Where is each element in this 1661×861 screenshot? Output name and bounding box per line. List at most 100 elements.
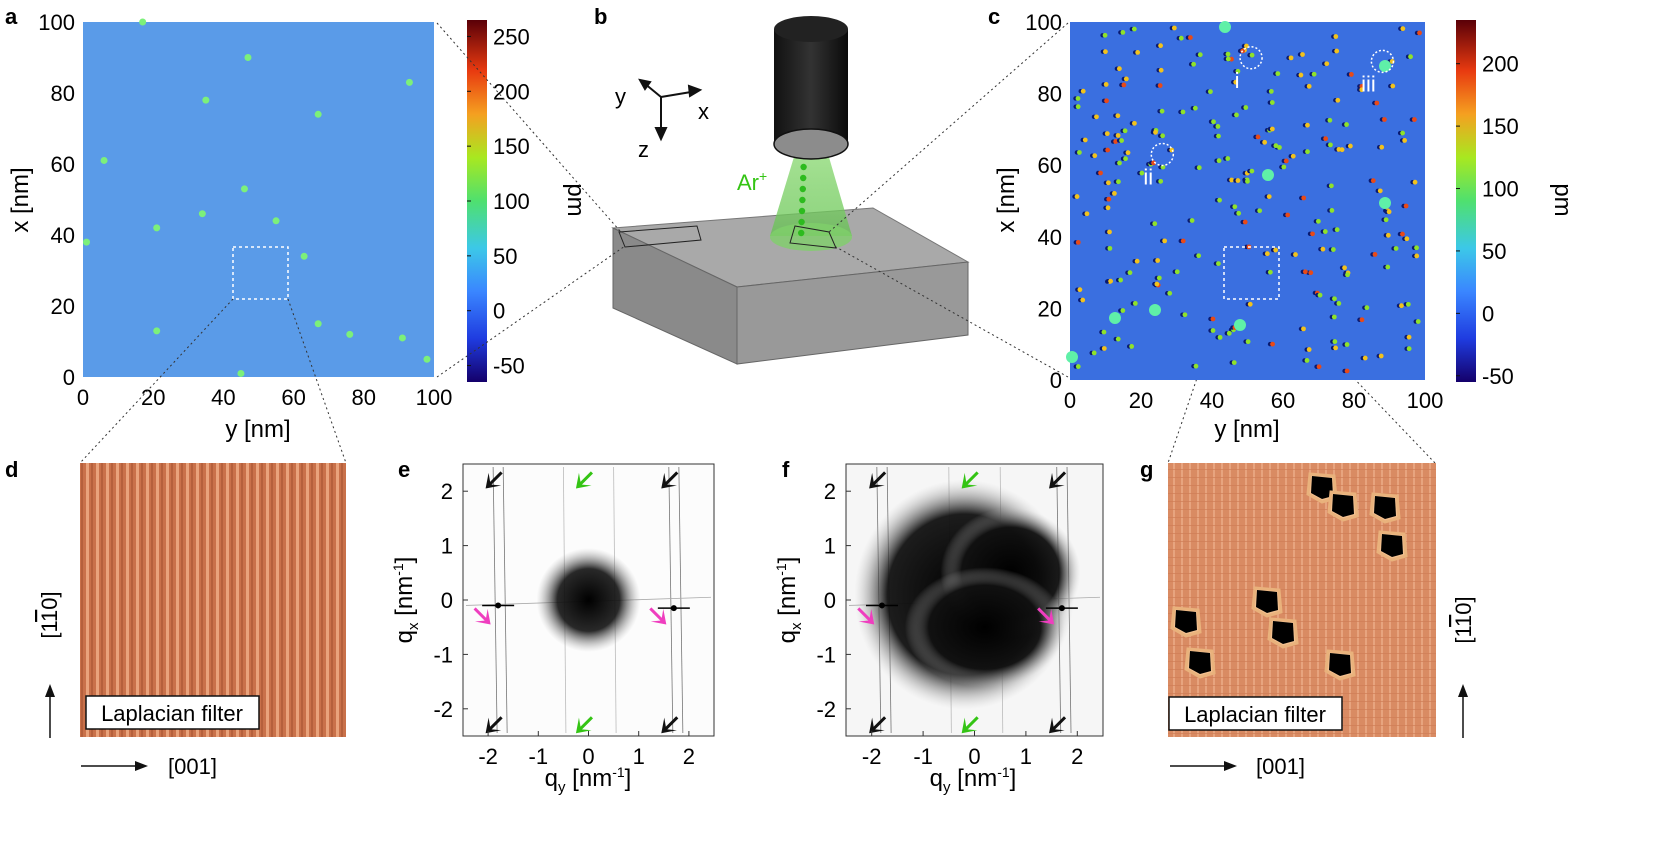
peak-arrow-shaft: [964, 716, 979, 731]
adsorbate: [405, 78, 413, 86]
adsorbate: [1225, 51, 1231, 57]
adsorbate: [237, 369, 245, 377]
adsorbate: [1074, 194, 1080, 199]
adsorbate: [1269, 126, 1275, 132]
adsorbate: [1210, 316, 1216, 322]
panel-label-f: f: [782, 457, 790, 482]
peak-arrow-shaft: [872, 716, 887, 731]
direction-arrow-horizontal-d: [81, 761, 148, 771]
x-axis-label-f: qy [nm-1]: [930, 764, 1017, 796]
adsorbate: [1233, 79, 1239, 85]
adsorbate: [1123, 76, 1129, 82]
x-axis-label-e: qy [nm-1]: [545, 764, 632, 796]
site-label: iii: [1361, 71, 1376, 96]
adsorbate: [1334, 227, 1340, 233]
adsorbate: [1408, 54, 1413, 60]
ion-dot: [799, 196, 806, 204]
y-tick-label: 2: [441, 479, 453, 504]
adsorbate: [1414, 245, 1419, 251]
adsorbate: [1235, 68, 1241, 74]
adsorbate: [1359, 317, 1365, 323]
adsorbate: [1336, 147, 1342, 152]
adsorbate: [314, 110, 322, 118]
adsorbate: [1270, 341, 1275, 347]
adsorbate: [1333, 34, 1339, 39]
adsorbate: [1333, 345, 1338, 351]
x-tick-label: -1: [529, 744, 549, 769]
adsorbate: [1317, 292, 1323, 298]
peak-arrow: [869, 717, 885, 734]
coordinate-axes: [638, 78, 703, 142]
y-tick-label: 0: [824, 588, 836, 613]
adsorbate: [1245, 339, 1251, 345]
adsorbate: [1208, 89, 1213, 95]
adsorbate: [1308, 270, 1314, 276]
x-axis-label-a: y [nm]: [225, 416, 290, 443]
adsorbate: [1315, 218, 1321, 224]
adsorbate: [1160, 133, 1166, 139]
adsorbate: [1077, 287, 1083, 293]
adsorbate: [1080, 88, 1086, 94]
peak-arrow-shaft: [488, 716, 503, 731]
peak-arrow: [575, 472, 592, 489]
adsorbate: [1300, 52, 1305, 57]
adsorbate: [1075, 364, 1081, 369]
adsorbate: [1107, 229, 1112, 235]
colorbar-ticks-c: 200 150 100 50 0 -50: [1456, 52, 1519, 389]
adsorbate: [244, 54, 252, 61]
x-ticks-c: 0 20 40 60 80 100: [1064, 388, 1443, 413]
central-intensity: [536, 548, 641, 652]
peak-arrow: [869, 472, 885, 489]
adsorbate: [1105, 205, 1111, 211]
panel-g: g Laplacian filter [110] [001]: [1140, 457, 1476, 779]
peak-arrow: [485, 472, 502, 489]
ion-label: Ar+: [737, 168, 767, 195]
peak-arrow: [1038, 608, 1055, 625]
adsorbate: [1281, 164, 1287, 170]
adsorbate: [1158, 178, 1164, 184]
stm-image-a: [83, 22, 434, 377]
lattice-line: [492, 466, 498, 734]
x-tick-label: 1: [1020, 744, 1032, 769]
adsorbates-c: [1066, 21, 1422, 374]
adsorbate: [1370, 178, 1376, 184]
adsorbate: [1098, 170, 1103, 176]
adsorbate: [1105, 147, 1111, 153]
peak-arrow: [575, 717, 592, 734]
colorbar-c: [1456, 20, 1476, 382]
filter-label-box-g: [1168, 696, 1343, 731]
adsorbate-large: [1379, 60, 1391, 72]
adsorbate-feature: [1175, 610, 1197, 633]
adsorbate-feature: [1381, 534, 1403, 557]
x-tick-label: 1: [633, 744, 645, 769]
adsorbate: [1091, 350, 1097, 356]
adsorbate: [300, 252, 308, 260]
peak-arrow: [661, 472, 677, 489]
adsorbate: [1216, 133, 1221, 139]
adsorbate: [1104, 131, 1110, 137]
adsorbate: [1290, 153, 1296, 159]
panel-label-d: d: [5, 457, 18, 482]
adsorbate: [1196, 165, 1202, 171]
adsorbate: [1101, 329, 1107, 335]
adsorbate: [314, 320, 322, 328]
adsorbate: [1405, 301, 1411, 307]
adsorbate: [1344, 342, 1350, 347]
adsorbate: [1329, 208, 1335, 213]
adsorbate: [1158, 43, 1163, 49]
adsorbate: [1234, 112, 1239, 118]
x-tick-label: 80: [352, 385, 376, 410]
adsorbate-feature: [1256, 590, 1278, 613]
adsorbates-a: [83, 18, 431, 377]
direction-arrow-vertical-g: [1458, 684, 1468, 738]
adsorbate-large: [1262, 169, 1274, 181]
adsorbate: [1192, 105, 1198, 111]
adsorbate: [1084, 211, 1090, 217]
adsorbate: [1377, 188, 1383, 194]
adsorbate: [1131, 26, 1137, 32]
peak-arrow-shaft: [1037, 607, 1052, 622]
y-tick-label: 1: [824, 534, 836, 559]
adsorbate: [1412, 179, 1418, 185]
adsorbate-large: [1066, 351, 1078, 363]
adsorbate: [1215, 124, 1221, 129]
